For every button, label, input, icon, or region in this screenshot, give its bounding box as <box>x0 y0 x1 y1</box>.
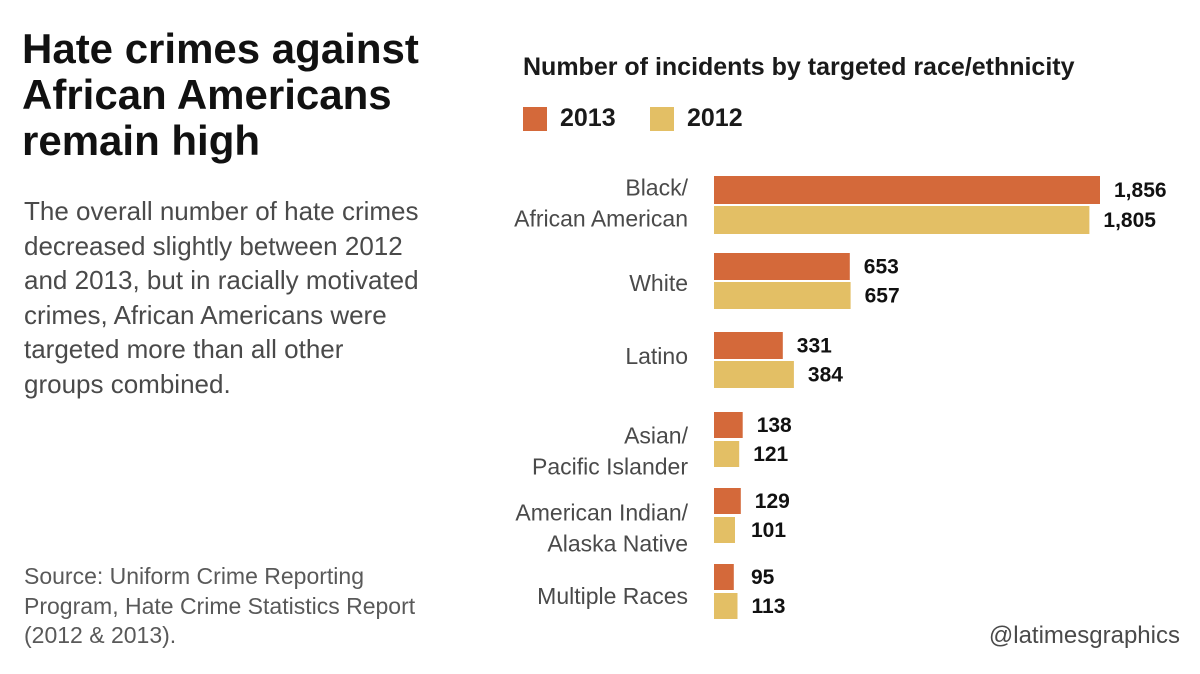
value-label-2013: 138 <box>757 414 792 437</box>
value-label-2013: 129 <box>755 490 790 513</box>
value-label-2012: 657 <box>865 285 900 308</box>
category-label-line: Multiple Races <box>537 583 688 609</box>
legend-label-2013: 2013 <box>560 104 616 132</box>
category-label: Black/African American <box>514 175 688 232</box>
bar-2013 <box>714 412 743 438</box>
legend-label-2012: 2012 <box>687 104 743 132</box>
legend-swatch-2012 <box>650 107 674 131</box>
chart-title: Number of incidents by targeted race/eth… <box>523 53 1075 81</box>
category-label-line: American Indian/ <box>515 500 688 526</box>
category-label: Asian/Pacific Islander <box>532 423 689 480</box>
value-label-2012: 101 <box>751 519 786 542</box>
bar-2013 <box>714 332 783 359</box>
value-label-2013: 653 <box>864 256 899 279</box>
headline: Hate crimes against African Americans re… <box>22 25 419 164</box>
category-label-line: Pacific Islander <box>532 454 688 480</box>
bar-2013 <box>714 176 1100 204</box>
bar-2012 <box>714 206 1090 234</box>
value-label-2013: 1,856 <box>1114 179 1167 202</box>
dek: The overall number of hate crimes decrea… <box>24 196 419 399</box>
category-label-line: White <box>629 270 688 296</box>
value-label-2012: 384 <box>808 364 843 387</box>
value-label-2013: 331 <box>797 335 832 358</box>
value-label-2013: 95 <box>751 566 775 589</box>
source-note: Source: Uniform Crime Reporting Program,… <box>24 563 416 648</box>
category-label-line: Asian/ <box>624 423 689 449</box>
category-label: Latino <box>625 343 688 369</box>
bar-2012 <box>714 593 738 619</box>
value-label-2012: 121 <box>753 443 788 466</box>
bar-2012 <box>714 441 740 467</box>
bar-2013 <box>714 564 734 590</box>
credit: @latimesgraphics <box>988 622 1180 649</box>
category-label-line: African American <box>514 206 688 232</box>
bar-2013 <box>714 253 850 280</box>
bar-2012 <box>714 361 794 388</box>
category-label: American Indian/Alaska Native <box>515 500 688 557</box>
bar-2012 <box>714 282 851 309</box>
category-label-line: Alaska Native <box>547 531 688 557</box>
legend-swatch-2013 <box>523 107 547 131</box>
category-label: White <box>629 270 688 296</box>
bar-2013 <box>714 488 741 514</box>
value-label-2012: 113 <box>752 595 786 618</box>
category-label-line: Black/ <box>625 175 688 201</box>
category-label-line: Latino <box>625 343 688 369</box>
category-label: Multiple Races <box>537 583 688 609</box>
bar-2012 <box>714 517 735 543</box>
value-label-2012: 1,805 <box>1103 209 1156 232</box>
